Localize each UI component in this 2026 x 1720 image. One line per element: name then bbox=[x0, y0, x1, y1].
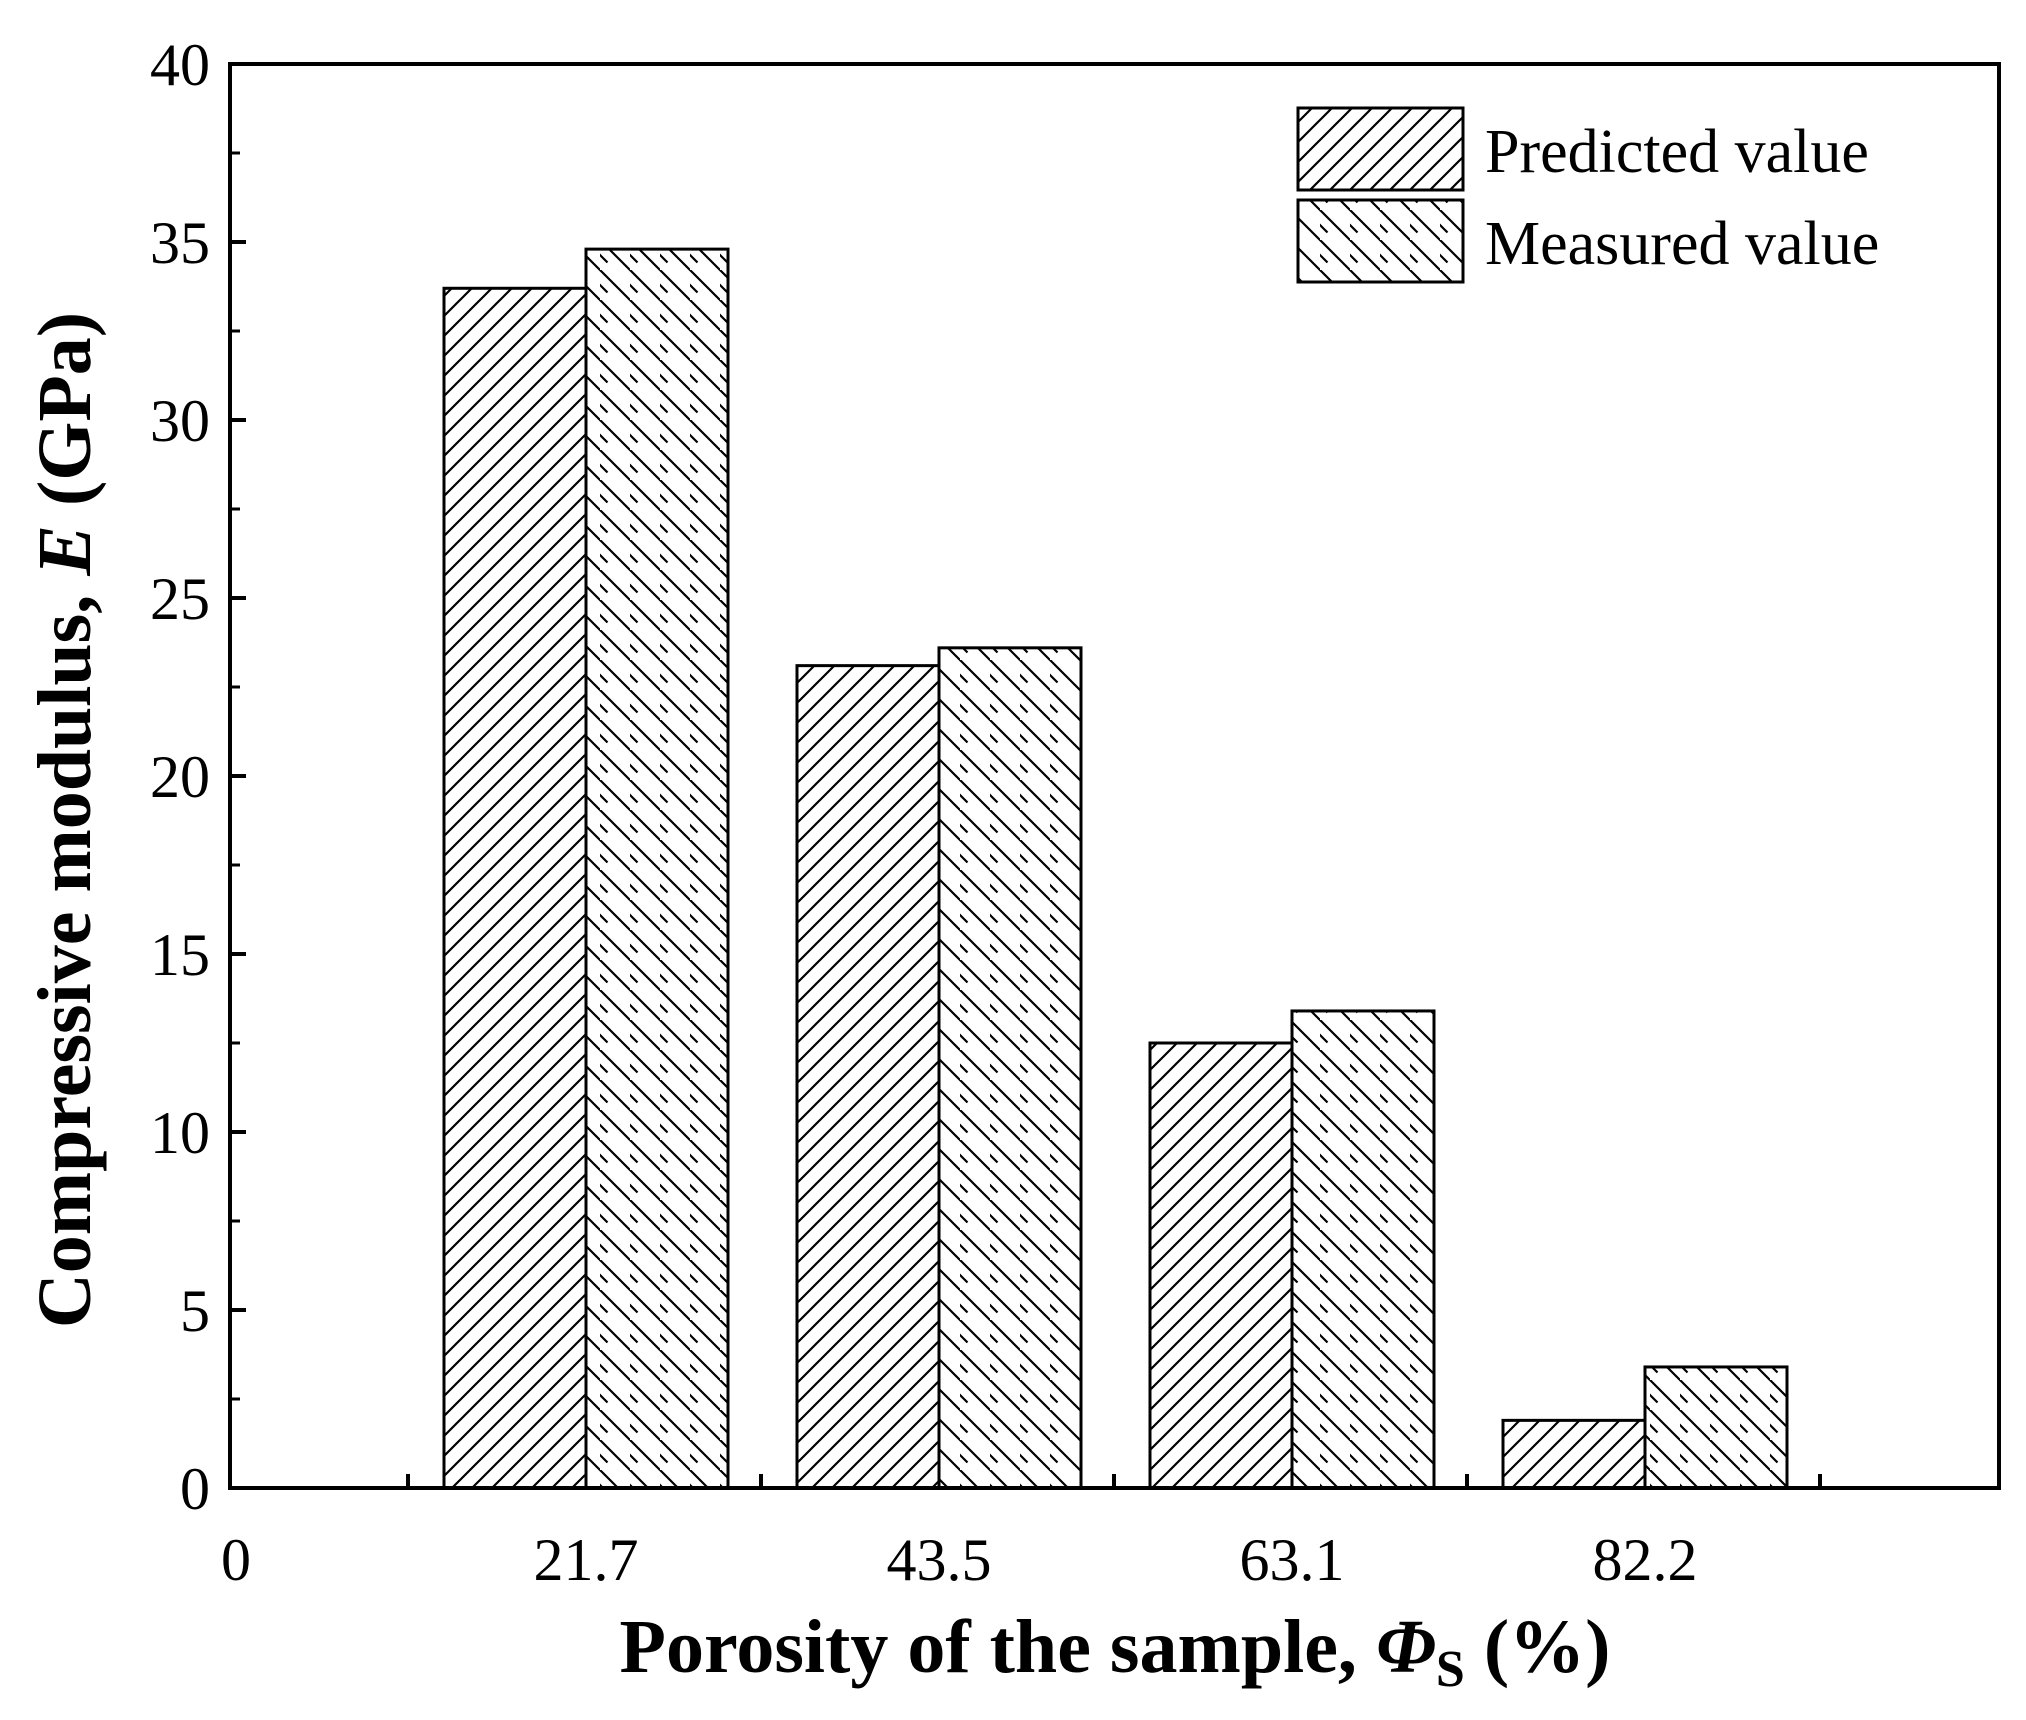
x-axis-title: Porosity of the sample, ΦS (%) bbox=[620, 1605, 1611, 1698]
x-axis-title-symbol: Φ bbox=[1376, 1605, 1436, 1689]
legend-swatch-measured bbox=[1296, 198, 1465, 284]
bar-predicted-43.5 bbox=[795, 664, 941, 1490]
y-tick-label: 35 bbox=[150, 210, 210, 276]
bar-measured-63.1 bbox=[1290, 1009, 1436, 1490]
legend-label-measured: Measured value bbox=[1485, 210, 1879, 278]
x-tick-label: 43.5 bbox=[887, 1527, 992, 1593]
bar-predicted-63.1 bbox=[1148, 1041, 1294, 1490]
y-tick-label: 40 bbox=[150, 32, 210, 98]
y-tick-label: 20 bbox=[150, 744, 210, 810]
bar-measured-43.5 bbox=[937, 646, 1083, 1490]
y-tick-label: 5 bbox=[180, 1278, 210, 1344]
y-axis-title: Compressive modulus, E (GPa) bbox=[23, 312, 107, 1328]
x-axis: 21.7 43.5 63.1 82.2 bbox=[406, 1474, 1822, 1593]
bar-measured-82.2 bbox=[1643, 1365, 1789, 1490]
x-axis-title-main: Porosity of the sample, bbox=[620, 1605, 1376, 1689]
y-axis-title-main: Compressive modulus, bbox=[23, 576, 107, 1328]
y-tick-label: 15 bbox=[150, 922, 210, 988]
legend-swatch-predicted bbox=[1296, 106, 1465, 192]
bar-predicted-21.7 bbox=[442, 286, 588, 1490]
y-axis-title-symbol: E bbox=[23, 525, 107, 577]
y-axis-title-unit: (GPa) bbox=[23, 312, 107, 525]
bar-predicted-82.2 bbox=[1501, 1418, 1647, 1490]
x-tick-label: 21.7 bbox=[534, 1527, 639, 1593]
x-tick-label: 63.1 bbox=[1240, 1527, 1345, 1593]
x-tick-label: 82.2 bbox=[1593, 1527, 1698, 1593]
bars-layer bbox=[442, 247, 1789, 1490]
bar-measured-21.7 bbox=[584, 247, 730, 1490]
y-tick-label: 30 bbox=[150, 388, 210, 454]
y-tick-label: 25 bbox=[150, 566, 210, 632]
y-axis: 0 5 10 15 20 25 30 35 40 bbox=[150, 32, 246, 1522]
legend-label-predicted: Predicted value bbox=[1485, 118, 1869, 186]
legend: Predicted value Measured value bbox=[1296, 106, 1879, 284]
y-tick-label: 0 bbox=[180, 1456, 210, 1522]
x-origin-label: 0 bbox=[221, 1527, 251, 1593]
x-axis-title-unit: (%) bbox=[1465, 1605, 1611, 1689]
y-tick-label: 10 bbox=[150, 1100, 210, 1166]
x-axis-title-subscript: S bbox=[1436, 1641, 1465, 1698]
